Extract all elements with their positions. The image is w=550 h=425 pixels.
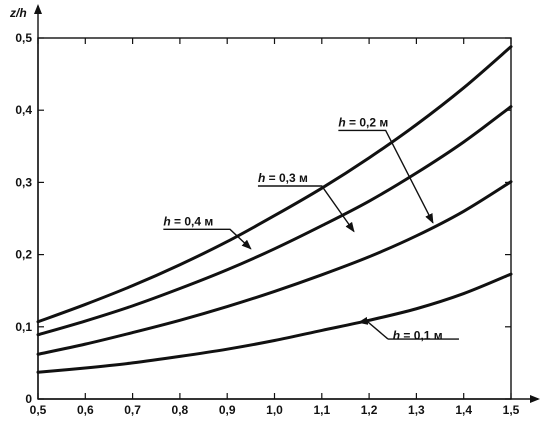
x-tick-label-1-0: 1,0 [266,403,283,417]
x-axis-arrow [530,395,540,403]
x-tick-label-0-8: 0,8 [172,403,189,417]
x-tick-label-1-3: 1,3 [408,403,425,417]
series-label-h-0-2: h = 0,2 м [338,115,434,224]
series-label-text: h = 0,3 м [258,171,308,185]
series-label-h-0-1: h = 0,1 м [357,316,459,342]
label-leader-arrow [357,316,389,340]
series-annotations: h = 0,4 м h = 0,3 м h = 0,2 м h = 0,1 м [163,115,459,342]
x-tick-label-1-5: 1,5 [503,403,520,417]
series-lines [36,45,513,374]
y-tick-label-0-2: 0,2 [15,248,32,262]
x-tick-label-1-1: 1,1 [313,403,330,417]
label-leader-arrow [163,228,252,250]
label-leader-arrow [257,185,355,233]
x-tick-label-0-9: 0,9 [219,403,236,417]
x-tick-label-0-5: 0,5 [30,403,47,417]
axis-ticks: 0,5 0,6 0,7 0,8 0,9 1,0 1,1 1,2 1,3 1,4 1,5 0 0,1 0,2… [15,31,519,417]
series-label-text: h = 0,4 м [163,214,213,228]
series-label-h-0-4: h = 0,4 м [163,214,252,250]
y-tick-label-0-4: 0,4 [15,103,32,117]
series-line-h-0-4 [36,45,513,324]
y-tick-label-0-3: 0,3 [15,175,32,189]
series-line-h-0-3 [36,105,513,337]
y-tick-label-0: 0 [25,392,32,406]
label-leader-arrow [338,129,434,224]
plot-border [37,37,512,400]
y-axis-title: z/h [9,6,27,20]
plot-frame [34,4,540,403]
x-tick-label-0-6: 0,6 [77,403,94,417]
series-label-h-0-3: h = 0,3 м [257,171,355,233]
series-label-text: h = 0,2 м [338,115,388,129]
series-line-h-0-1 [36,272,513,374]
y-tick-label-0-1: 0,1 [15,320,32,334]
x-tick-label-1-2: 1,2 [361,403,378,417]
series-label-text: h = 0,1 м [393,328,443,342]
x-tick-label-1-4: 1,4 [455,403,472,417]
y-tick-label-0-5: 0,5 [15,31,32,45]
x-tick-label-0-7: 0,7 [124,403,141,417]
y-axis-arrow [34,4,42,14]
series-line-h-0-2 [36,180,513,356]
